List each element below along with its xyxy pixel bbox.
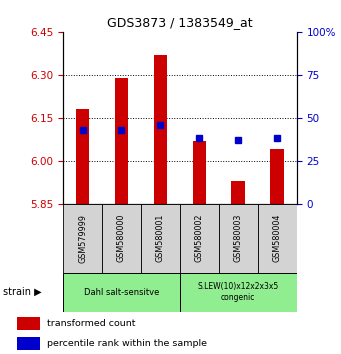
Title: GDS3873 / 1383549_at: GDS3873 / 1383549_at xyxy=(107,16,253,29)
Text: GSM580003: GSM580003 xyxy=(234,214,243,262)
Bar xyxy=(102,204,141,273)
Bar xyxy=(232,181,245,204)
Text: GSM580002: GSM580002 xyxy=(195,214,204,262)
Bar xyxy=(180,273,297,312)
Text: transformed count: transformed count xyxy=(47,319,135,329)
Text: GSM579999: GSM579999 xyxy=(78,213,87,263)
Text: strain ▶: strain ▶ xyxy=(3,287,42,297)
Bar xyxy=(76,109,89,204)
Text: Dahl salt-sensitve: Dahl salt-sensitve xyxy=(84,287,159,297)
Bar xyxy=(180,204,219,273)
Bar xyxy=(17,318,40,330)
Bar xyxy=(63,204,102,273)
Bar xyxy=(115,78,128,204)
Bar xyxy=(258,204,297,273)
Bar xyxy=(17,337,40,350)
Text: GSM580001: GSM580001 xyxy=(156,214,165,262)
Text: GSM580004: GSM580004 xyxy=(273,214,282,262)
Text: S.LEW(10)x12x2x3x5
congenic: S.LEW(10)x12x2x3x5 congenic xyxy=(198,282,279,302)
Bar xyxy=(219,204,258,273)
Text: percentile rank within the sample: percentile rank within the sample xyxy=(47,339,207,348)
Bar xyxy=(153,55,167,204)
Bar xyxy=(193,141,206,204)
Bar xyxy=(63,273,180,312)
Text: GSM580000: GSM580000 xyxy=(117,214,126,262)
Bar xyxy=(141,204,180,273)
Bar xyxy=(270,149,284,204)
